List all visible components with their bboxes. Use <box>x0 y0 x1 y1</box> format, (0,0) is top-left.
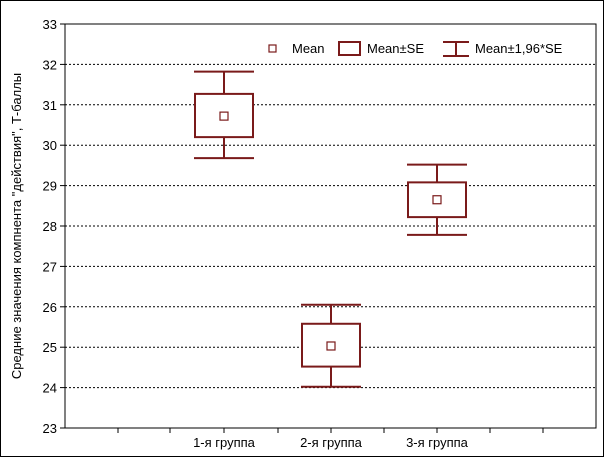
box-2 <box>301 303 361 388</box>
y-tick-label: 24 <box>43 381 57 396</box>
mean-marker <box>326 341 336 351</box>
axis-layer: 23 24 25 26 27 28 29 30 31 32 33 1-я группа 2-я груп… <box>43 17 544 450</box>
y-tick-label: 23 <box>43 421 57 436</box>
x-tick-label: 3-я группа <box>406 435 469 450</box>
y-tick-label: 29 <box>43 179 57 194</box>
mean-marker <box>432 195 442 205</box>
y-tick-label: 31 <box>43 98 57 113</box>
x-tick-label: 1-я группа <box>193 435 256 450</box>
y-tick-label: 27 <box>43 259 57 274</box>
y-tick-label: 28 <box>43 219 57 234</box>
legend-se-label: Mean±SE <box>367 41 424 56</box>
y-tick-label: 32 <box>43 57 57 72</box>
legend: Mean Mean±SE Mean±1,96*SE <box>268 41 563 57</box>
series-layer <box>194 70 467 388</box>
mean-marker <box>219 111 229 121</box>
legend-mean-label: Mean <box>292 41 325 56</box>
x-tick-label: 2-я группа <box>300 435 363 450</box>
y-tick-label: 33 <box>43 17 57 32</box>
legend-se-swatch <box>338 41 361 56</box>
box-3 <box>407 163 467 236</box>
y-axis-label: Средние значения компнента "действия", Т… <box>9 73 24 379</box>
y-tick-label: 30 <box>43 138 57 153</box>
box-1 <box>194 70 254 160</box>
legend-ci-label: Mean±1,96*SE <box>475 41 563 56</box>
legend-mean-swatch <box>268 44 277 53</box>
y-tick-label: 26 <box>43 300 57 315</box>
y-tick-label: 25 <box>43 340 57 355</box>
